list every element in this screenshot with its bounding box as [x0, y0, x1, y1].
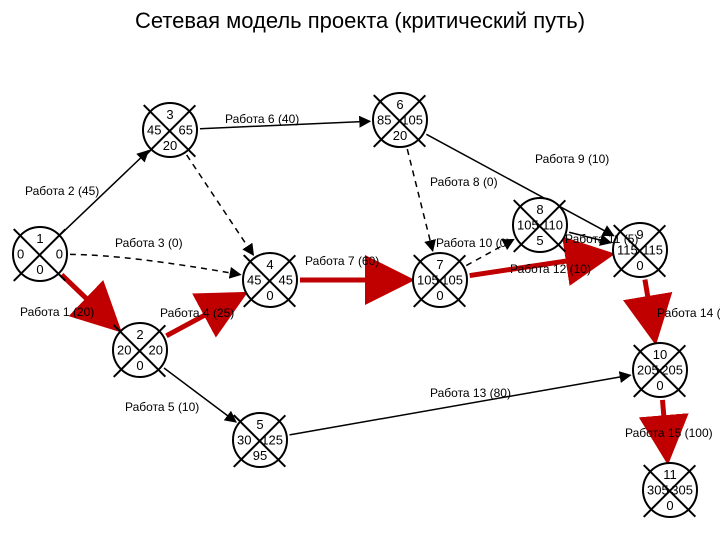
node-8-bottom: 5 [514, 234, 566, 247]
edge-label-9-10: Работа 14 (90) [657, 306, 720, 320]
node-2-right: 20 [149, 344, 163, 357]
node-2-left: 20 [117, 344, 131, 357]
node-4: 4 0 45 45 [242, 252, 298, 308]
node-3-bottom: 20 [144, 139, 196, 152]
node-5: 5 95 30 125 [232, 412, 288, 468]
edge-label-2-5: Работа 5 (10) [125, 400, 199, 414]
node-3: 3 20 45 65 [142, 102, 198, 158]
node-3-right: 65 [179, 124, 193, 137]
edge-label-1-2: Работа 1 (20) [20, 305, 94, 319]
node-8-right: 110 [542, 219, 563, 232]
node-9-bottom: 0 [614, 259, 666, 272]
node-4-top: 4 [244, 258, 296, 271]
node-6-top: 6 [374, 98, 426, 111]
node-8-left: 105 [517, 219, 539, 232]
node-2: 202020 [112, 322, 168, 378]
node-7: 7 0 105105 [412, 252, 468, 308]
node-4-right: 45 [279, 274, 293, 287]
edge-label-1-3: Работа 2 (45) [25, 184, 99, 198]
node-3-left: 45 [147, 124, 161, 137]
edge-6-7 [407, 149, 432, 251]
node-2-bottom: 0 [114, 359, 166, 372]
node-7-left: 105 [417, 274, 439, 287]
node-11-left: 305 [647, 484, 669, 497]
node-6-right: 105 [401, 114, 423, 127]
node-1-top: 1 [14, 232, 66, 245]
node-10: 10 0 205205 [632, 342, 688, 398]
node-10-right: 205 [661, 364, 683, 377]
node-4-bottom: 0 [244, 289, 296, 302]
node-1-right: 0 [56, 248, 63, 261]
node-3-top: 3 [144, 108, 196, 121]
node-11-right: 305 [671, 484, 693, 497]
node-11-top: 11 [644, 468, 696, 481]
node-11: 11 0 305305 [642, 462, 698, 518]
node-10-bottom: 0 [634, 379, 686, 392]
node-11-bottom: 0 [644, 499, 696, 512]
edge-label-1-4: Работа 3 (0) [115, 236, 183, 250]
node-4-left: 45 [247, 274, 261, 287]
edge-label-10-11: Работа 15 (100) [625, 426, 713, 440]
node-6-bottom: 20 [374, 129, 426, 142]
node-7-right: 105 [441, 274, 463, 287]
node-10-left: 205 [637, 364, 659, 377]
edge-label-3-6: Работа 6 (40) [225, 112, 299, 126]
edge-label-6-7: Работа 8 (0) [430, 175, 498, 189]
node-7-bottom: 0 [414, 289, 466, 302]
node-5-right: 125 [261, 434, 283, 447]
node-9-right: 115 [642, 244, 663, 257]
edge-label-7-8: Работа 10 (0) [436, 236, 510, 250]
node-5-top: 5 [234, 418, 286, 431]
node-10-top: 10 [634, 348, 686, 361]
edge-3-4 [187, 155, 254, 255]
node-5-left: 30 [237, 434, 251, 447]
edge-label-2-4: Работа 4 (25) [160, 306, 234, 320]
node-1: 1 0 0 0 [12, 226, 68, 282]
node-8-top: 8 [514, 203, 566, 216]
edge-label-5-10: Работа 13 (80) [430, 386, 511, 400]
edge-label-8-9: Работа 11 (5) [565, 232, 638, 246]
edges-layer [0, 0, 720, 540]
node-1-left: 0 [17, 248, 24, 261]
node-9: 90115115 [612, 222, 668, 278]
node-5-bottom: 95 [234, 449, 286, 462]
node-1-bottom: 0 [14, 263, 66, 276]
edge-label-4-7: Работа 7 (60) [305, 254, 379, 268]
edge-1-4 [70, 254, 240, 274]
node-2-top: 2 [114, 328, 166, 341]
diagram-title: Сетевая модель проекта (критический путь… [0, 8, 720, 34]
edge-1-2 [62, 275, 119, 329]
edge-9-10 [645, 280, 655, 341]
node-6-left: 85 [377, 114, 391, 127]
edge-5-10 [290, 375, 631, 435]
edge-label-6-9: Работа 9 (10) [535, 152, 609, 166]
node-8: 8 5 105110 [512, 197, 568, 253]
edge-label-7-9: Работа 12 (10) [510, 262, 591, 276]
node-6: 6 20 85 105 [372, 92, 428, 148]
node-7-top: 7 [414, 258, 466, 271]
